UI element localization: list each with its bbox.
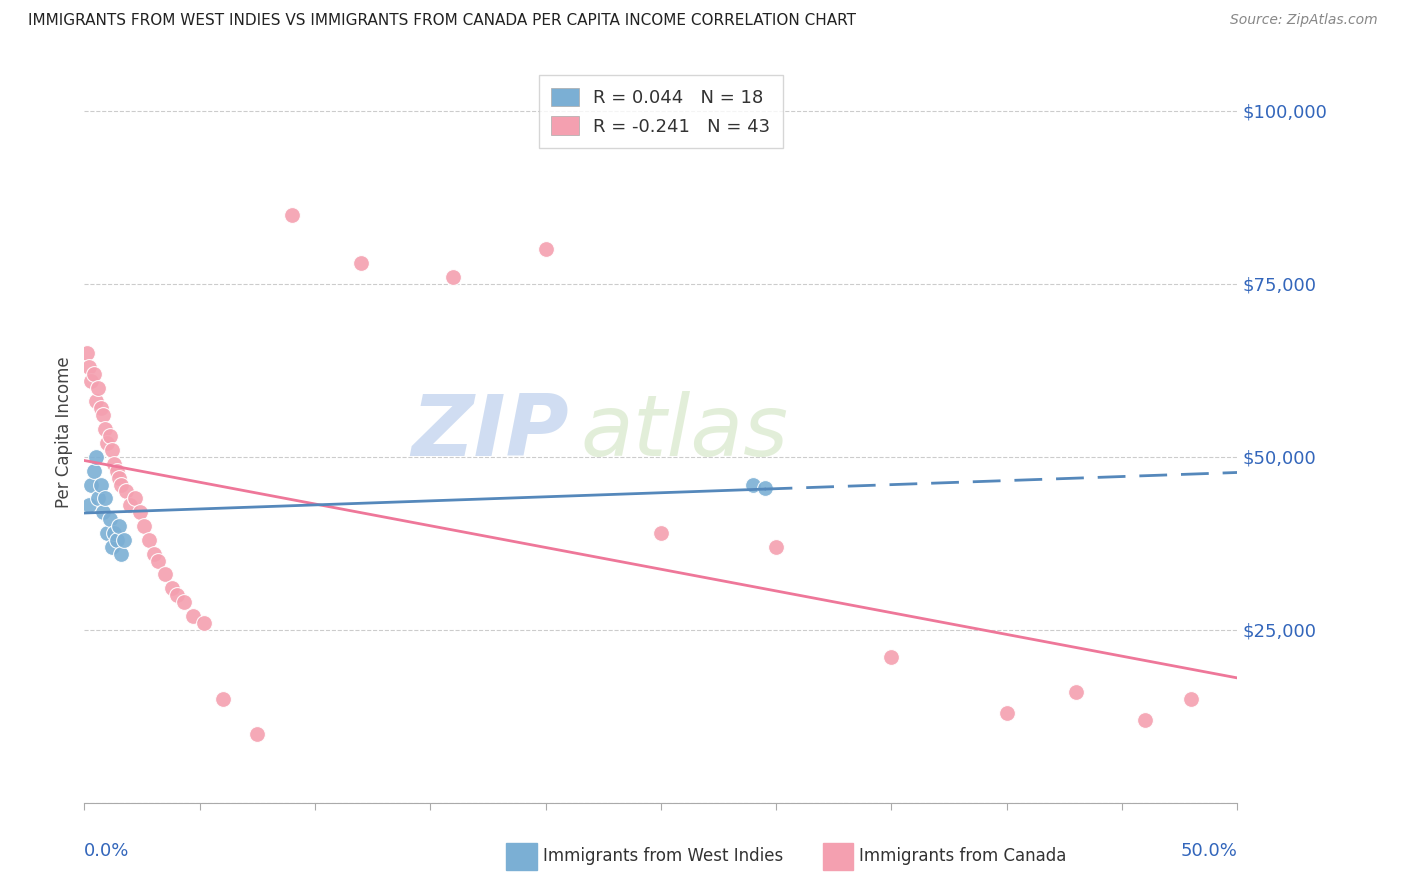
Point bbox=[120, 498, 142, 512]
Text: 0.0%: 0.0% bbox=[84, 842, 129, 860]
Point bbox=[110, 547, 132, 561]
Point bbox=[105, 464, 128, 478]
Text: Immigrants from Canada: Immigrants from Canada bbox=[859, 847, 1066, 865]
Point bbox=[105, 533, 128, 547]
Point bbox=[96, 436, 118, 450]
Point bbox=[108, 519, 131, 533]
Point bbox=[112, 533, 135, 547]
Point bbox=[94, 491, 117, 506]
Point bbox=[211, 692, 233, 706]
Point bbox=[246, 726, 269, 740]
Point bbox=[128, 505, 150, 519]
Legend: R = 0.044   N = 18, R = -0.241   N = 43: R = 0.044 N = 18, R = -0.241 N = 43 bbox=[538, 75, 783, 148]
Text: 50.0%: 50.0% bbox=[1181, 842, 1237, 860]
Point bbox=[80, 477, 103, 491]
Point bbox=[96, 525, 118, 540]
Point bbox=[84, 394, 107, 409]
Point bbox=[80, 374, 103, 388]
Point bbox=[101, 442, 124, 457]
Point bbox=[173, 595, 195, 609]
Point bbox=[160, 582, 183, 596]
Point bbox=[103, 457, 125, 471]
Point bbox=[89, 401, 111, 416]
Point bbox=[83, 367, 105, 381]
Point bbox=[1064, 685, 1087, 699]
Text: IMMIGRANTS FROM WEST INDIES VS IMMIGRANTS FROM CANADA PER CAPITA INCOME CORRELAT: IMMIGRANTS FROM WEST INDIES VS IMMIGRANT… bbox=[28, 13, 856, 29]
Point bbox=[76, 346, 98, 360]
Point bbox=[193, 615, 215, 630]
Point bbox=[153, 567, 176, 582]
Point bbox=[91, 505, 114, 519]
Point bbox=[880, 650, 903, 665]
Text: atlas: atlas bbox=[581, 391, 789, 475]
Point bbox=[101, 540, 124, 554]
Point bbox=[91, 409, 114, 423]
Point bbox=[77, 359, 100, 374]
Point bbox=[181, 609, 204, 624]
Point bbox=[995, 706, 1018, 720]
Point bbox=[110, 477, 132, 491]
Point bbox=[115, 484, 138, 499]
Point bbox=[534, 242, 557, 256]
Point bbox=[166, 588, 188, 602]
Point bbox=[742, 477, 765, 491]
Point bbox=[98, 429, 121, 443]
Point bbox=[84, 450, 107, 464]
Point bbox=[441, 269, 464, 284]
Point bbox=[350, 256, 373, 270]
Point bbox=[87, 491, 110, 506]
Point bbox=[142, 547, 165, 561]
Point bbox=[98, 512, 121, 526]
Point bbox=[89, 477, 111, 491]
Point bbox=[124, 491, 146, 506]
Point bbox=[134, 519, 156, 533]
Text: Source: ZipAtlas.com: Source: ZipAtlas.com bbox=[1230, 13, 1378, 28]
Point bbox=[77, 498, 100, 512]
Y-axis label: Per Capita Income: Per Capita Income bbox=[55, 357, 73, 508]
Point bbox=[138, 533, 160, 547]
Point bbox=[103, 525, 125, 540]
Point bbox=[87, 381, 110, 395]
Point bbox=[281, 208, 304, 222]
Point bbox=[765, 540, 787, 554]
Point bbox=[94, 422, 117, 436]
Point bbox=[1133, 713, 1156, 727]
Point bbox=[1180, 692, 1202, 706]
Point bbox=[108, 470, 131, 484]
Point bbox=[83, 464, 105, 478]
Text: ZIP: ZIP bbox=[411, 391, 568, 475]
Text: Immigrants from West Indies: Immigrants from West Indies bbox=[543, 847, 783, 865]
Point bbox=[754, 481, 776, 495]
Point bbox=[650, 525, 672, 540]
Point bbox=[146, 554, 169, 568]
